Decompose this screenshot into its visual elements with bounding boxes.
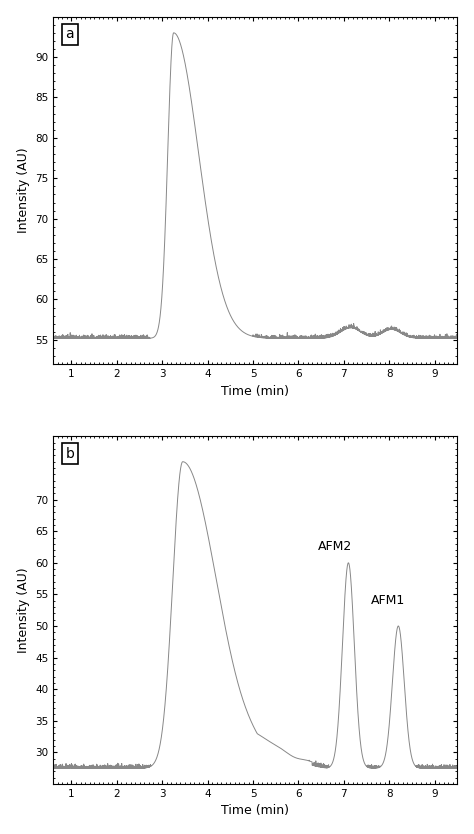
Text: a: a [65,27,74,41]
Y-axis label: Intensity (AU): Intensity (AU) [17,148,30,234]
X-axis label: Time (min): Time (min) [221,384,289,398]
Text: b: b [65,447,74,461]
Text: AFM2: AFM2 [318,540,352,553]
Text: AFM1: AFM1 [371,594,405,607]
Y-axis label: Intensity (AU): Intensity (AU) [17,567,30,653]
X-axis label: Time (min): Time (min) [221,804,289,817]
